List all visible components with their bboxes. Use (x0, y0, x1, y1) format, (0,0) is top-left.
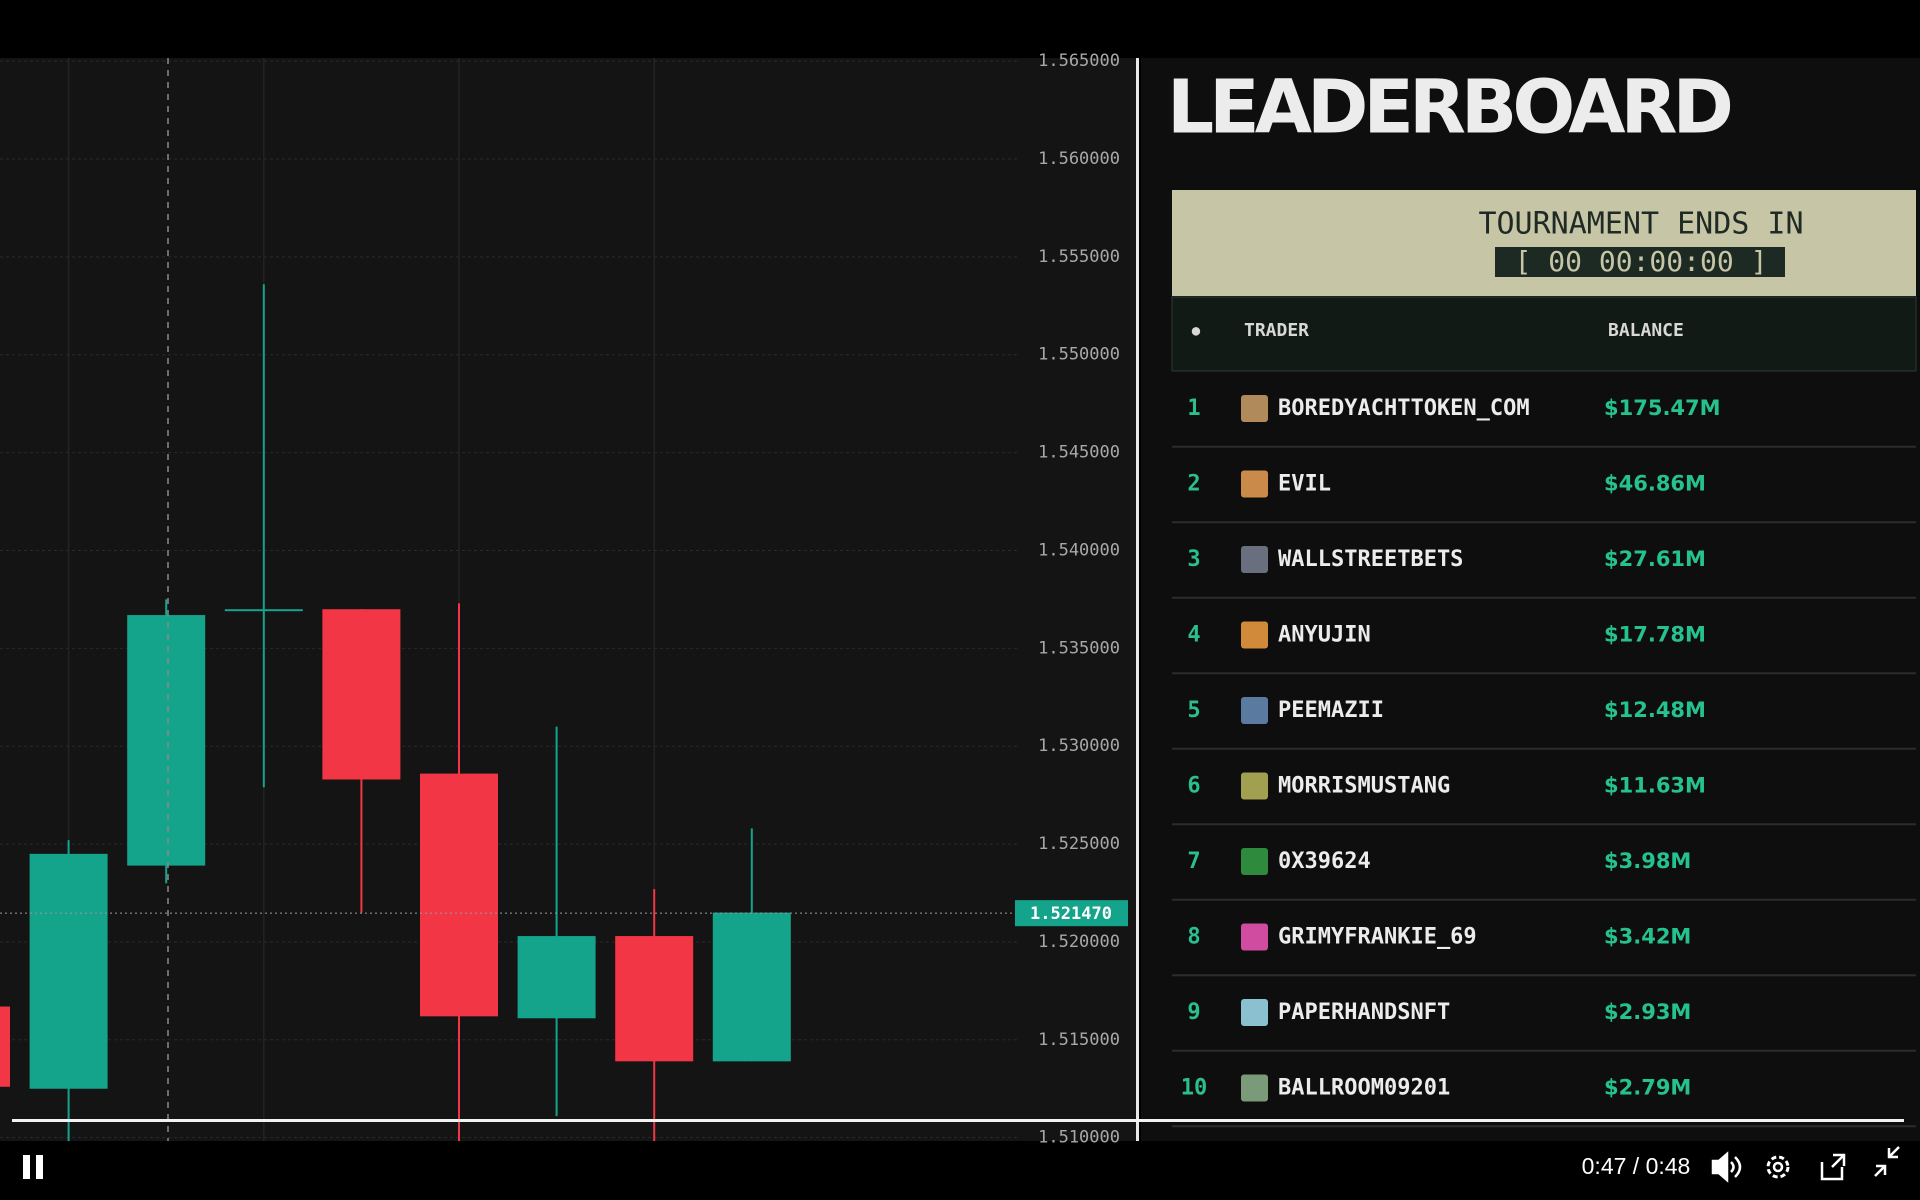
avatar (1241, 923, 1268, 951)
volume-waves (1730, 1156, 1742, 1178)
miniplayer-button[interactable] (1820, 1153, 1846, 1181)
rank: 5 (1187, 698, 1200, 723)
countdown-timer: [ 00 00:00:00 ] (1515, 245, 1768, 278)
rank: 2 (1187, 472, 1200, 497)
countdown-banner (1172, 190, 1916, 296)
balance: $11.63M (1604, 774, 1706, 798)
candle-body (712, 912, 791, 1062)
y-tick-label: 1.560000 (1038, 149, 1120, 169)
trader-name: GRIMYFRANKIE_69 (1278, 925, 1477, 950)
avatar (1241, 848, 1268, 875)
rank: 6 (1187, 774, 1200, 799)
avatar (1241, 470, 1268, 498)
y-tick-label: 1.530000 (1038, 736, 1120, 756)
y-tick-label: 1.525000 (1038, 834, 1120, 854)
avatar (1241, 395, 1268, 422)
avatar (1241, 546, 1268, 573)
table-header (1171, 296, 1917, 372)
header-balance: BALANCE (1608, 320, 1684, 341)
balance: $12.48M (1604, 698, 1706, 722)
candle-body (0, 1006, 10, 1087)
y-tick-label: 1.510000 (1038, 1128, 1120, 1148)
avatar (1241, 772, 1268, 800)
countdown-timer-box (1495, 247, 1785, 277)
rank: 4 (1187, 623, 1200, 648)
y-tick-label: 1.565000 (1038, 51, 1120, 71)
candle-body (517, 936, 596, 1019)
y-tick-label: 1.555000 (1038, 247, 1120, 267)
rank: 3 (1187, 547, 1200, 572)
rank: 7 (1187, 849, 1200, 874)
trader-name: PEEMAZII (1278, 698, 1384, 723)
trader-name: EVIL (1278, 472, 1331, 497)
candle-body (322, 609, 401, 780)
avatar (1241, 621, 1268, 649)
countdown-label: TOURNAMENT ENDS IN (1478, 207, 1803, 242)
rank: 9 (1187, 1000, 1200, 1025)
volume-button[interactable] (1711, 1151, 1742, 1183)
trader-name: WALLSTREETBETS (1278, 547, 1463, 572)
trader-name: PAPERHANDSNFT (1278, 1000, 1450, 1025)
last-price-label: 1.521470 (1030, 904, 1112, 924)
trader-name: MORRISMUSTANG (1278, 774, 1450, 799)
y-tick-label: 1.545000 (1038, 443, 1120, 463)
pause-icon (23, 1155, 30, 1179)
y-tick-label: 1.515000 (1038, 1030, 1120, 1050)
y-tick-label: 1.520000 (1038, 932, 1120, 952)
y-tick-label: 1.535000 (1038, 638, 1120, 658)
leaderboard-title: LEADERBOARD (1167, 65, 1731, 151)
candlestick-chart (0, 58, 1020, 1141)
header-trader: TRADER (1244, 320, 1309, 341)
candle-body (127, 615, 206, 866)
balance: $3.98M (1604, 849, 1691, 873)
balance: $175.47M (1604, 396, 1721, 420)
trader-name: BOREDYACHTTOKEN_COM (1278, 396, 1530, 421)
divider (1136, 58, 1139, 1141)
trader-name: ANYUJIN (1278, 623, 1371, 648)
balance: $27.61M (1604, 547, 1706, 571)
rank: 8 (1187, 925, 1200, 950)
exit-fullscreen-button[interactable] (1874, 1146, 1900, 1177)
gear-icon (1766, 1155, 1790, 1179)
avatar (1241, 1074, 1268, 1102)
settings-button[interactable] (1766, 1155, 1790, 1179)
speaker-icon (1711, 1151, 1729, 1183)
balance: $2.79M (1604, 1076, 1691, 1100)
avatar (1241, 999, 1268, 1026)
candle-body (224, 609, 303, 612)
trader-name: 0X39624 (1278, 849, 1371, 874)
last-price-badge (1015, 900, 1128, 927)
balance: $2.93M (1604, 1000, 1691, 1024)
avatar (1241, 697, 1268, 724)
balance: $46.86M (1604, 472, 1706, 496)
trader-name: BALLROOM09201 (1278, 1076, 1450, 1101)
rank: 1 (1187, 396, 1200, 421)
time-display: 0:47 / 0:48 (1582, 1153, 1691, 1179)
rank: 10 (1181, 1076, 1208, 1101)
balance: $17.78M (1604, 623, 1706, 647)
pause-icon (36, 1155, 43, 1179)
pause-button[interactable] (23, 1155, 43, 1179)
gear-hub (1772, 1161, 1784, 1173)
miniplayer-icon (1820, 1153, 1846, 1181)
leaderboard: LEADERBOARD TOURNAMENT ENDS IN [ 00 00:0… (1167, 65, 1917, 1128)
header-rank: ● (1192, 323, 1201, 339)
progress-bar[interactable] (12, 1119, 1904, 1122)
candle-body (29, 853, 108, 1089)
candle-body (420, 773, 498, 1017)
y-tick-label: 1.550000 (1038, 345, 1120, 365)
exit-fullscreen-icon (1874, 1146, 1900, 1177)
balance: $3.42M (1604, 925, 1691, 949)
candle-body (615, 936, 694, 1062)
y-tick-label: 1.540000 (1038, 540, 1120, 560)
